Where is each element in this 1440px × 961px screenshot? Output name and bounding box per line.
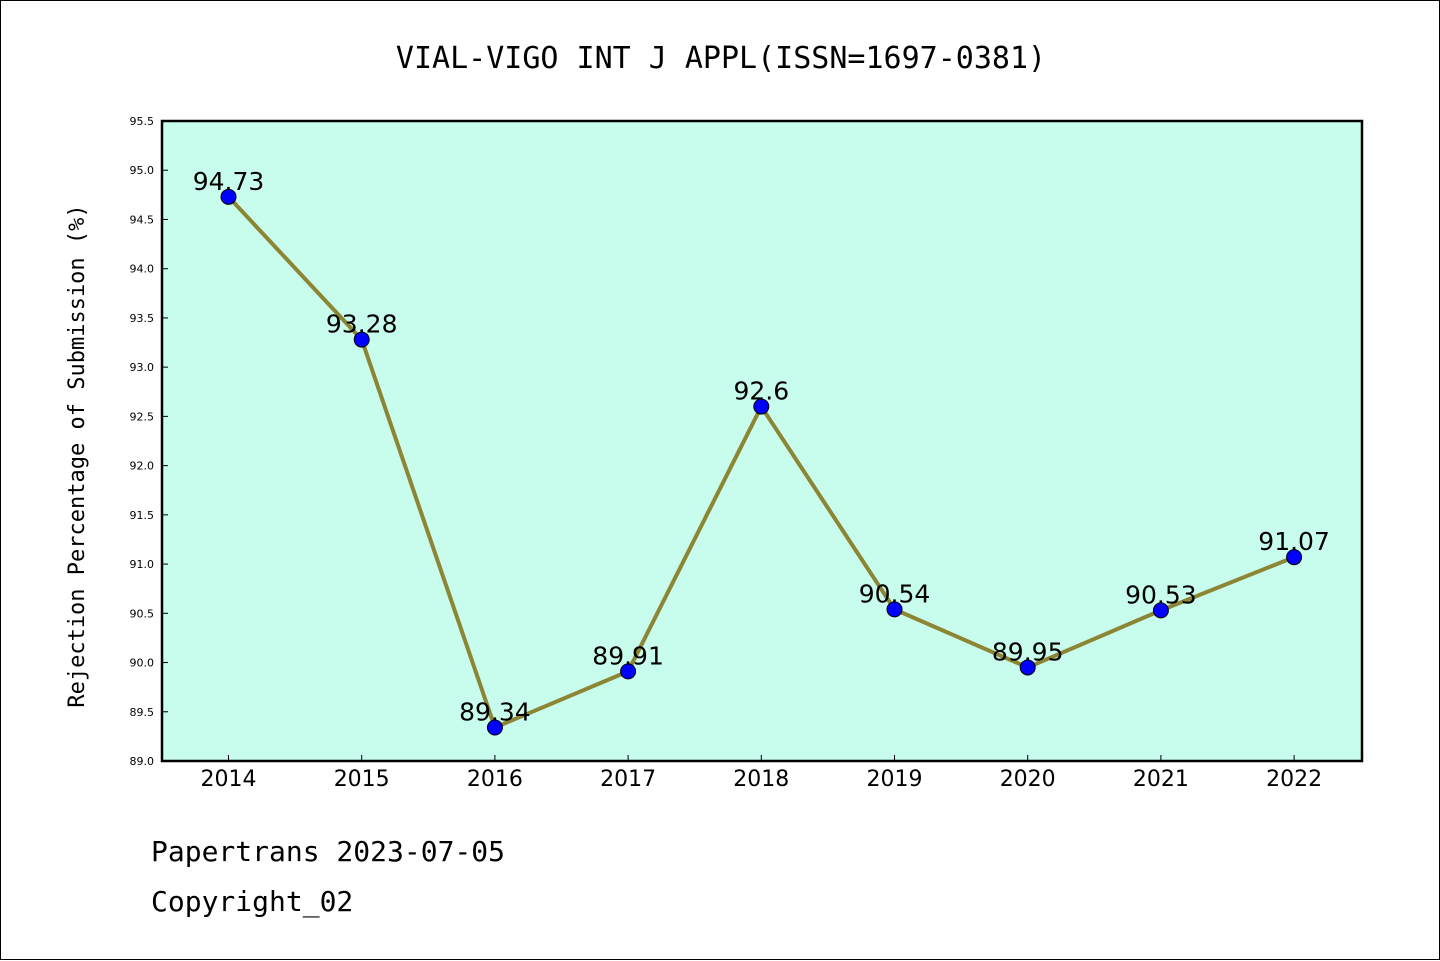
data-point xyxy=(620,663,637,680)
data-label: 92.6 xyxy=(733,377,789,406)
data-label: 90.54 xyxy=(859,579,931,608)
data-labels-group: 94.73 93.28 89.34 89.91 92.6 90.54 89.95 90.53 9… xyxy=(193,167,1330,727)
x-tick-label: 2020 xyxy=(1000,767,1056,792)
data-point xyxy=(220,188,237,205)
data-point xyxy=(1019,659,1036,676)
data-point xyxy=(353,331,370,348)
chart-title: VIAL-VIGO INT J APPL(ISSN=1697-0381) xyxy=(396,41,1046,76)
data-label: 89.34 xyxy=(459,698,531,727)
plot-area xyxy=(160,119,1364,763)
x-tick-label: 2014 xyxy=(201,767,257,792)
x-tick-label: 2017 xyxy=(600,767,656,792)
y-tick-label: 89.0 xyxy=(130,755,155,768)
data-label: 89.91 xyxy=(592,641,664,670)
x-tick-label: 2016 xyxy=(467,767,523,792)
data-point xyxy=(1152,602,1169,619)
data-label: 90.53 xyxy=(1125,580,1197,609)
y-tick-label: 91.5 xyxy=(130,509,155,522)
data-point xyxy=(486,719,503,736)
x-tick-label: 2019 xyxy=(867,767,923,792)
data-label: 93.28 xyxy=(326,310,398,339)
markers-group xyxy=(220,188,1303,736)
footer-copyright: Copyright_02 xyxy=(151,885,354,918)
data-point xyxy=(753,398,770,415)
y-tick-label: 94.0 xyxy=(130,263,155,276)
x-tick-label: 2018 xyxy=(733,767,789,792)
y-tick-label: 92.0 xyxy=(130,460,155,473)
y-tick-label: 95.0 xyxy=(130,164,155,177)
x-axis: 2014 2015 2016 2017 2018 2019 2020 2021 2022 xyxy=(201,755,1322,792)
y-tick-label: 91.0 xyxy=(130,558,155,571)
y-tick-label: 90.5 xyxy=(130,607,155,620)
y-tick-label: 90.0 xyxy=(130,657,155,670)
x-tick-label: 2021 xyxy=(1133,767,1189,792)
y-tick-label: 93.0 xyxy=(130,361,155,374)
data-label: 89.95 xyxy=(992,637,1064,666)
data-point xyxy=(886,601,903,618)
x-tick-label: 2015 xyxy=(334,767,390,792)
y-tick-label: 94.5 xyxy=(130,213,155,226)
y-tick-label: 93.5 xyxy=(130,312,155,325)
footer-date: Papertrans 2023-07-05 xyxy=(151,835,506,868)
y-axis-label: Rejection Percentage of Submission (%) xyxy=(65,204,90,707)
y-tick-label: 92.5 xyxy=(130,410,155,423)
y-tick-label: 95.5 xyxy=(130,115,155,128)
y-tick-label: 89.5 xyxy=(130,706,155,719)
y-axis: 89.0 89.5 90.0 90.5 91.0 91.5 92.0 92.5 93.0 93.5… xyxy=(130,115,168,768)
x-tick-label: 2022 xyxy=(1266,767,1322,792)
data-label: 94.73 xyxy=(193,167,265,196)
data-point xyxy=(1286,549,1303,566)
data-label: 91.07 xyxy=(1258,527,1330,556)
